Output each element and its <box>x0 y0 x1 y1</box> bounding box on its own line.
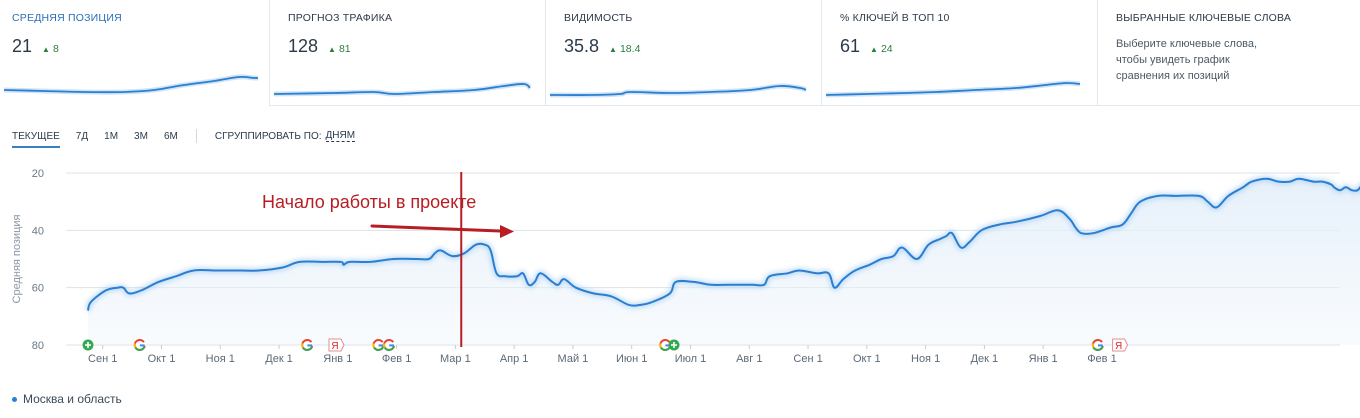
x-tick-label: Янв 1 <box>323 353 352 365</box>
yandex-update-icon[interactable]: Я <box>328 338 345 352</box>
google-update-icon[interactable] <box>372 339 385 351</box>
metric-value-row: 35.8 ▲ 18.4 <box>564 36 809 57</box>
metric-delta: ▲ 18.4 <box>609 43 640 55</box>
sparkline-avg-position <box>4 74 259 95</box>
legend-label: Москва и область <box>23 392 122 406</box>
metric-title: Выбранные ключевые слова <box>1116 12 1292 24</box>
metric-title: Средняя позиция <box>12 12 122 24</box>
sparkline-line <box>4 75 259 94</box>
up-arrow-icon: ▲ <box>870 45 878 54</box>
metric-delta: ▲ 24 <box>870 43 893 55</box>
google-update-icon[interactable] <box>383 339 395 351</box>
google-update-icon[interactable] <box>1091 339 1104 351</box>
range-1m[interactable]: 1М <box>104 130 119 142</box>
x-tick-label: Апр 1 <box>500 353 529 365</box>
metric-value: 128 <box>288 36 319 56</box>
sparkline-glow <box>274 81 532 97</box>
google-update-icon[interactable] <box>133 339 146 351</box>
x-tick-label: Авг 1 <box>736 353 762 365</box>
y-tick-label: 20 <box>32 168 44 180</box>
metric-delta-value: 18.4 <box>619 43 641 55</box>
metric-value-row: 61 ▲ 24 <box>840 36 1085 57</box>
range-7d[interactable]: 7Д <box>75 130 89 142</box>
x-tick-label: Ноя 1 <box>911 353 940 365</box>
metric-delta: ▲ 8 <box>42 43 59 55</box>
metric-card-top10[interactable]: % ключей в ТОП 10 61 ▲ 24 <box>822 0 1098 106</box>
controls-divider <box>195 129 197 143</box>
x-tick-label: Янв 1 <box>1029 353 1058 365</box>
range-controls: Текущее 7Д 1М 3М 6М Сгруппировать по: дн… <box>12 126 356 146</box>
x-tick-label: Окт 1 <box>853 353 881 365</box>
google-update-icon[interactable] <box>301 339 314 351</box>
series-area <box>88 178 1360 345</box>
up-arrow-icon: ▲ <box>609 45 617 54</box>
metric-value: 35.8 <box>564 36 600 56</box>
metric-card-selected-keywords[interactable]: Выбранные ключевые слова Выберите ключев… <box>1098 0 1360 106</box>
metric-delta-value: 24 <box>880 43 893 55</box>
range-3m[interactable]: 3М <box>134 130 148 142</box>
x-tick-label: Окт 1 <box>148 353 176 365</box>
y-tick-label: 40 <box>32 225 44 237</box>
plus-event-icon[interactable] <box>668 339 680 351</box>
y-axis-label: Средняя позиция <box>11 214 23 303</box>
chart-legend[interactable]: Москва и область <box>12 392 122 406</box>
position-chart: Средняя позиция 20 40 60 80 Сен 1 Окт 1 Ноя 1 Де… <box>11 168 1360 365</box>
x-tick-label: Ноя 1 <box>206 353 235 365</box>
x-tick-label: Дек 1 <box>971 353 999 365</box>
metric-card-traffic-forecast[interactable]: Прогноз трафика 128 ▲ 81 <box>270 0 546 106</box>
yandex-icon-label: Я <box>1115 341 1122 352</box>
y-tick-label: 60 <box>32 283 44 295</box>
group-by-label: Сгруппировать по: <box>214 130 322 142</box>
sparkline-line <box>826 82 1081 96</box>
metric-value: 21 <box>12 36 33 56</box>
x-tick-label: Дек 1 <box>265 353 293 365</box>
metric-value-row: 128 ▲ 81 <box>288 36 533 57</box>
x-tick-label: Июн 1 <box>616 353 647 365</box>
metrics-row: Средняя позиция 21 ▲ 8 Прогноз трафика 12… <box>0 0 1360 106</box>
legend-dot <box>12 396 17 402</box>
active-range-indicator <box>12 146 60 148</box>
metric-title: Прогноз трафика <box>288 12 393 24</box>
sparkline-traffic <box>274 81 532 97</box>
series-line <box>87 177 1360 311</box>
y-tick-label: 80 <box>32 340 44 352</box>
x-tick-label: Сен 1 <box>793 353 822 365</box>
annotation-arrow <box>370 224 502 233</box>
sparkline-line <box>274 83 531 95</box>
x-tick-label: Фев 1 <box>1087 353 1117 365</box>
x-tick-label: Май 1 <box>558 353 589 365</box>
metric-value-row: 21 ▲ 8 <box>12 36 257 57</box>
yandex-icon-label: Я <box>331 341 338 352</box>
x-tick-label: Июл 1 <box>675 353 707 365</box>
metric-delta-value: 81 <box>338 43 351 55</box>
x-tick-label: Фев 1 <box>382 353 412 365</box>
range-current[interactable]: Текущее <box>12 130 60 142</box>
metric-card-avg-position[interactable]: Средняя позиция 21 ▲ 8 <box>0 0 270 106</box>
up-arrow-icon: ▲ <box>42 45 50 54</box>
range-6m[interactable]: 6М <box>163 130 178 142</box>
metric-title: Видимость <box>564 12 633 24</box>
up-arrow-icon: ▲ <box>328 45 336 54</box>
metric-description: Выберите ключевые слова, чтобы увидеть г… <box>1116 38 1258 82</box>
annotation-arrowhead <box>500 225 514 238</box>
metric-value: 61 <box>840 36 861 56</box>
group-by-dropdown[interactable]: дням <box>325 130 356 142</box>
plus-event-icon[interactable] <box>82 339 94 351</box>
sparkline-top10 <box>826 80 1081 98</box>
x-tick-label: Сен 1 <box>88 353 117 365</box>
metric-delta-value: 8 <box>52 43 59 55</box>
metric-delta: ▲ 81 <box>328 43 351 55</box>
metric-card-visibility[interactable]: Видимость 35.8 ▲ 18.4 <box>546 0 822 106</box>
yandex-update-icon[interactable]: Я <box>1112 338 1129 352</box>
x-tick-label: Мар 1 <box>440 353 471 365</box>
sparkline-visibility <box>550 83 808 98</box>
annotation-text: Начало работы в проекте <box>262 192 476 212</box>
metric-title: % ключей в ТОП 10 <box>840 12 950 24</box>
sparkline-line <box>550 85 807 96</box>
